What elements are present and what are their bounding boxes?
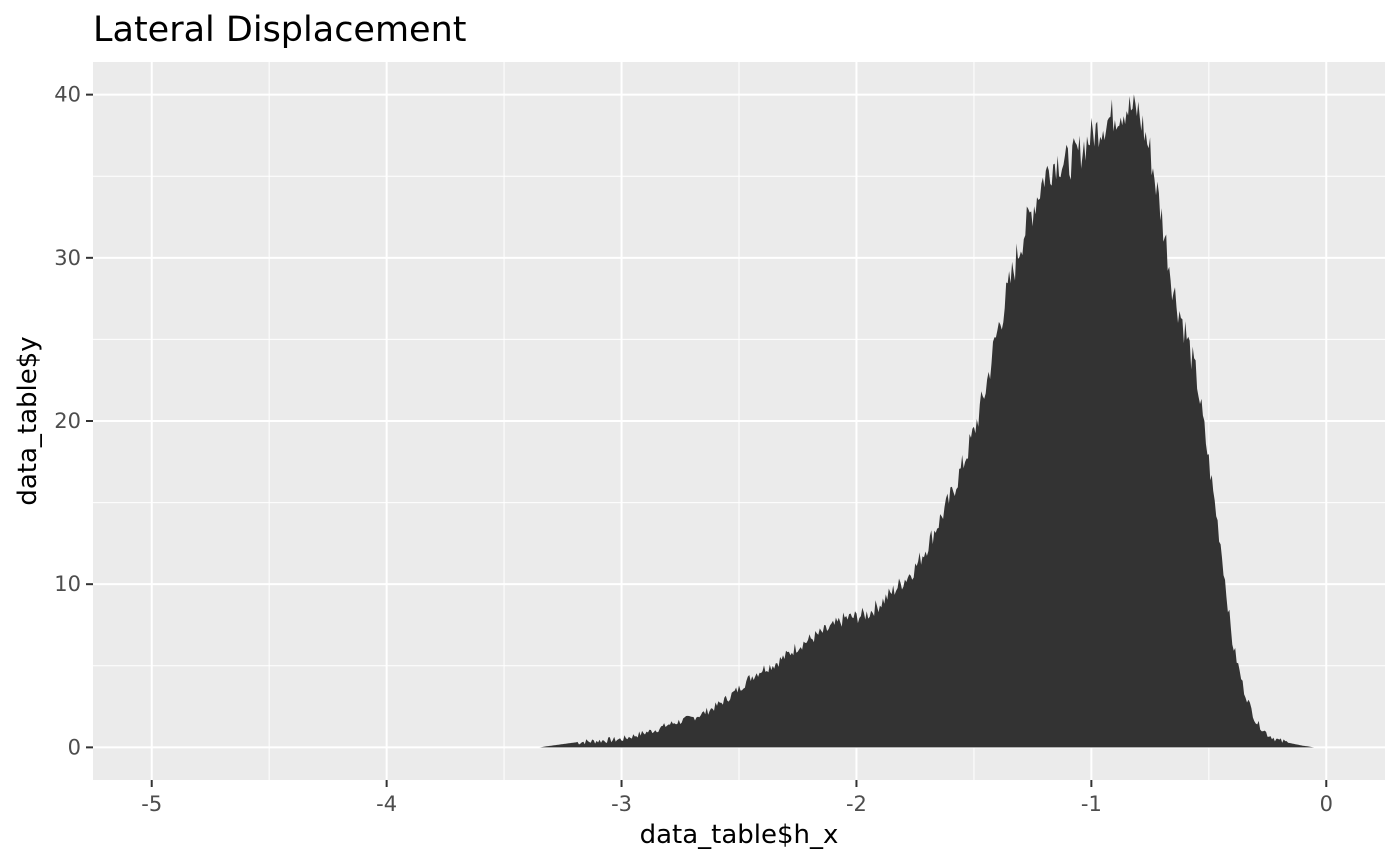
chart-title: Lateral Displacement <box>93 10 467 50</box>
grid-major <box>93 62 1385 780</box>
x-axis-title: data_table$h_x <box>640 820 839 850</box>
y-tick-label: 0 <box>68 735 81 759</box>
x-tick-label: -5 <box>141 792 162 816</box>
x-tick-label: -2 <box>846 792 867 816</box>
x-tick-label: -4 <box>376 792 397 816</box>
x-tick-label: 0 <box>1320 792 1333 816</box>
x-tick-label: -3 <box>611 792 632 816</box>
y-tick-label: 40 <box>54 83 81 107</box>
y-tick-label: 30 <box>54 246 81 270</box>
y-axis-title: data_table$y <box>13 336 43 505</box>
y-tick-label: 20 <box>54 409 81 433</box>
density-area <box>539 94 1315 748</box>
y-axis: 0 10 20 30 40 <box>54 83 93 759</box>
y-tick-label: 10 <box>54 572 81 596</box>
x-axis: -5 -4 -3 -2 -1 0 <box>141 780 1333 816</box>
x-tick-label: -1 <box>1081 792 1102 816</box>
